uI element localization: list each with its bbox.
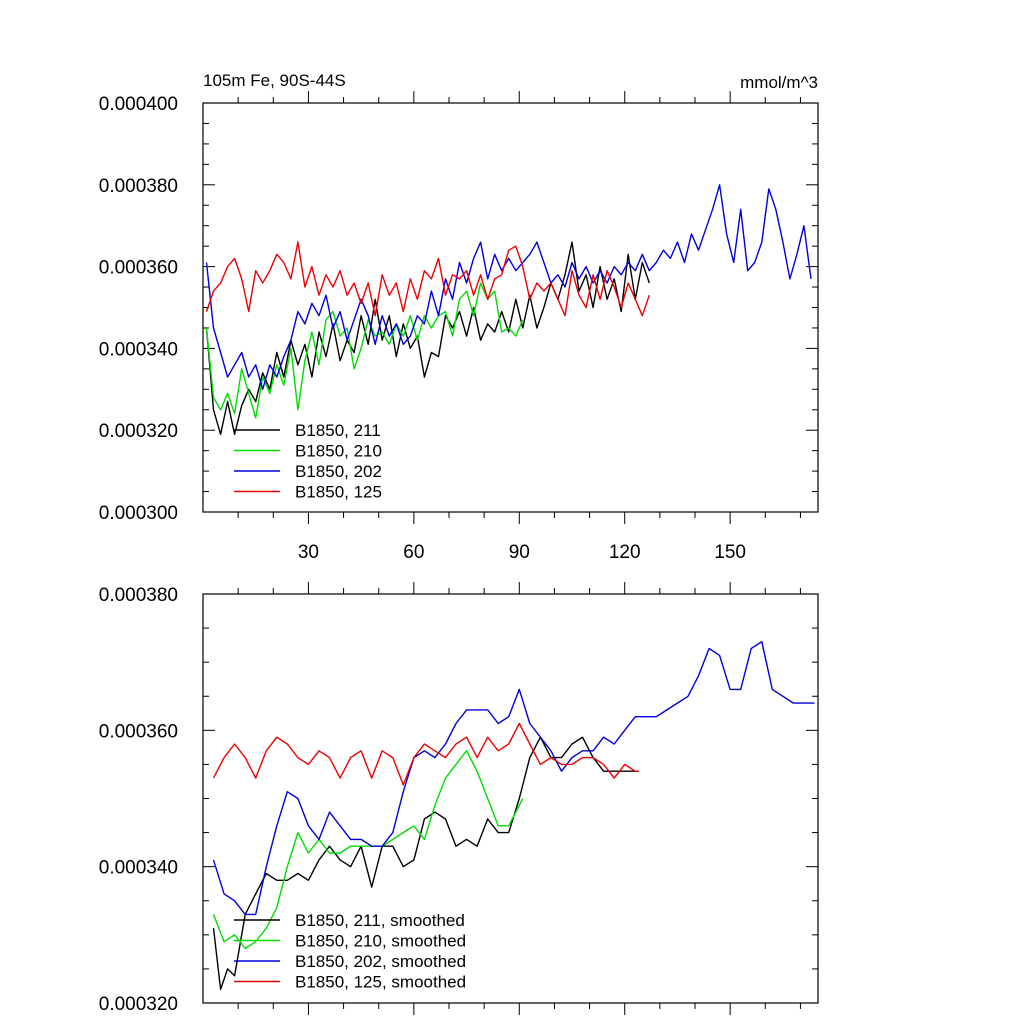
y-tick-label: 0.000380 [99, 176, 178, 197]
y-tick-label: 0.000340 [99, 858, 178, 879]
legend-label: B1850, 202 [295, 462, 382, 481]
top-plot-frame [202, 102, 819, 513]
y-tick-label: 0.000360 [99, 721, 178, 742]
bottom-axis-ticks: 0.000320 0.000340 0.000360 0.000380 [99, 582, 818, 1015]
x-tick-label: 60 [403, 542, 424, 563]
legend-label: B1850, 211 [295, 421, 381, 440]
y-tick-label: 0.000400 [99, 94, 178, 115]
x-tick-label: 90 [509, 542, 530, 563]
y-tick-label: 0.000360 [99, 258, 178, 279]
series-line [205, 241, 650, 317]
series-line [205, 282, 524, 419]
legend-label: B1850, 125, smoothed [295, 973, 466, 992]
bottom-plot-frame [202, 593, 819, 1004]
legend-label: B1850, 125 [295, 483, 382, 502]
bottom-series-group [212, 641, 815, 991]
chart-title: 105m Fe, 90S-44S [203, 71, 346, 90]
x-tick-label: 150 [714, 542, 746, 563]
series-line [212, 641, 815, 916]
bottom-chart-panel: 0.000320 0.000340 0.000360 0.000380 B1850, … [99, 582, 819, 1015]
chart-units-label: mmol/m^3 [740, 73, 818, 92]
series-line [212, 722, 639, 786]
legend-label: B1850, 210, smoothed [295, 932, 466, 951]
bottom-legend: B1850, 211, smoothed B1850, 210, smoothed… [234, 911, 466, 992]
top-chart-panel: 105m Fe, 90S-44S mmol/m^3 0.0003000.0003… [99, 71, 819, 563]
legend-label: B1850, 202, smoothed [295, 952, 466, 971]
y-tick-label: 0.000340 [99, 339, 178, 360]
y-tick-label: 0.000320 [99, 994, 178, 1015]
y-tick-label: 0.000320 [99, 421, 178, 442]
top-series-group [205, 184, 812, 435]
x-tick-label: 120 [609, 542, 641, 563]
x-tick-label: 30 [298, 542, 319, 563]
legend-label: B1850, 211, smoothed [295, 911, 465, 930]
top-axis-ticks: 0.000300 0.000320 0.000340 0.000360 0.000380… [99, 91, 818, 563]
y-tick-label: 0.000380 [99, 585, 178, 606]
series-line [205, 184, 812, 390]
y-tick-label: 0.000300 [99, 503, 178, 524]
series-line [212, 736, 639, 991]
legend-label: B1850, 210 [295, 442, 382, 461]
